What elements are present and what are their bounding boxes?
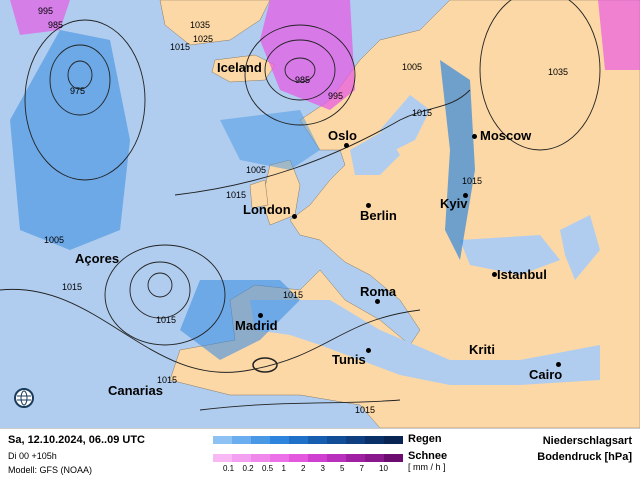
svg-text:1015: 1015 [355, 405, 375, 415]
scale-tick: 0.1 [223, 464, 235, 473]
model-run: Di 00 +105h [8, 451, 57, 461]
scale-swatch [289, 436, 308, 444]
rain-label: Regen [408, 433, 442, 445]
svg-text:1015: 1015 [462, 176, 482, 186]
city-label: Moscow [480, 128, 532, 143]
snow-color-scale [213, 454, 403, 462]
globe-icon[interactable] [14, 388, 34, 408]
scale-tick: 7 [359, 464, 364, 473]
city-dot [292, 214, 297, 219]
svg-text:1015: 1015 [170, 42, 190, 52]
svg-text:1015: 1015 [412, 108, 432, 118]
model-name: Modell: GFS (NOAA) [8, 465, 93, 475]
scale-tick: 0.5 [262, 464, 274, 473]
svg-text:995: 995 [38, 6, 53, 16]
city-dot [375, 299, 380, 304]
city-dot [556, 362, 561, 367]
city-label: Canarias [108, 383, 163, 398]
city-dot [472, 134, 477, 139]
scale-tick: 0.2 [242, 464, 254, 473]
svg-text:1015: 1015 [283, 290, 303, 300]
title-precip-type: Niederschlagsart [542, 435, 632, 447]
svg-text:975: 975 [70, 86, 85, 96]
city-label: Tunis [332, 352, 366, 367]
scale-swatch [327, 436, 346, 444]
city-label: Kriti [469, 342, 495, 357]
city-label: Kyiv [440, 196, 468, 211]
svg-text:1035: 1035 [190, 20, 210, 30]
scale-swatch [384, 454, 403, 462]
scale-swatch [251, 454, 270, 462]
inland-seas [250, 95, 600, 385]
city-label: Roma [360, 284, 397, 299]
svg-text:1015: 1015 [157, 375, 177, 385]
city-label: Istanbul [497, 267, 547, 282]
city-label: Cairo [529, 367, 563, 382]
city-label: Oslo [328, 128, 357, 143]
scale-swatch [346, 436, 365, 444]
scale-swatch [308, 436, 327, 444]
svg-text:985: 985 [48, 20, 63, 30]
svg-text:1025: 1025 [193, 34, 213, 44]
city-label: Madrid [235, 318, 278, 333]
city-dot [463, 193, 468, 198]
city-dot [344, 143, 349, 148]
scale-swatch [270, 436, 289, 444]
legend-footer: Sa, 12.10.2024, 06..09 UTC Di 00 +105h M… [0, 428, 640, 479]
scale-swatch [289, 454, 308, 462]
scale-swatch [327, 454, 346, 462]
svg-text:1035: 1035 [548, 67, 568, 77]
map-graphics: 995 985 975 1035 1025 1015 985 995 1005 … [0, 0, 640, 428]
isobars [0, 0, 601, 411]
iceland [211, 54, 276, 83]
scale-swatch [232, 436, 251, 444]
scale-swatch [270, 454, 289, 462]
scale-swatch [213, 436, 232, 444]
weather-map: 995 985 975 1035 1025 1015 985 995 1005 … [0, 0, 640, 428]
scale-tick: 3 [320, 464, 325, 473]
rain-color-scale [213, 436, 403, 444]
scale-swatch [251, 436, 270, 444]
city-label: Açores [75, 251, 120, 266]
svg-text:1005: 1005 [246, 165, 266, 175]
scale-swatch [384, 436, 403, 444]
svg-text:1005: 1005 [44, 235, 64, 245]
svg-text:985: 985 [295, 75, 310, 85]
scale-tick: 2 [301, 464, 306, 473]
svg-text:995: 995 [328, 91, 343, 101]
isobar-labels: 995 985 975 1035 1025 1015 985 995 1005 … [38, 6, 568, 415]
snow-label: Schnee [408, 450, 448, 462]
scale-swatch [232, 454, 251, 462]
unit-label: [ mm / h ] [408, 462, 446, 472]
greenland [159, 0, 271, 46]
scale-swatch [213, 454, 232, 462]
svg-text:1005: 1005 [402, 62, 422, 72]
svg-text:1015: 1015 [62, 282, 82, 292]
city-label: London [243, 202, 291, 217]
scale-swatch [365, 454, 384, 462]
scale-tick: 10 [379, 464, 388, 473]
city-dot [258, 313, 263, 318]
valid-time: Sa, 12.10.2024, 06..09 UTC [8, 434, 145, 446]
city-label: Iceland [217, 60, 262, 75]
scale-swatch [365, 436, 384, 444]
city-dot [366, 348, 371, 353]
city-label: Berlin [360, 208, 397, 223]
city-dot [366, 203, 371, 208]
scale-swatch [346, 454, 365, 462]
scale-swatch [308, 454, 327, 462]
scale-tick: 1 [281, 464, 286, 473]
ireland [249, 179, 269, 209]
scale-tick: 5 [340, 464, 345, 473]
city-dot [492, 272, 497, 277]
title-pressure: Bodendruck [hPa] [537, 451, 632, 463]
svg-text:1015: 1015 [156, 315, 176, 325]
svg-text:1015: 1015 [226, 190, 246, 200]
